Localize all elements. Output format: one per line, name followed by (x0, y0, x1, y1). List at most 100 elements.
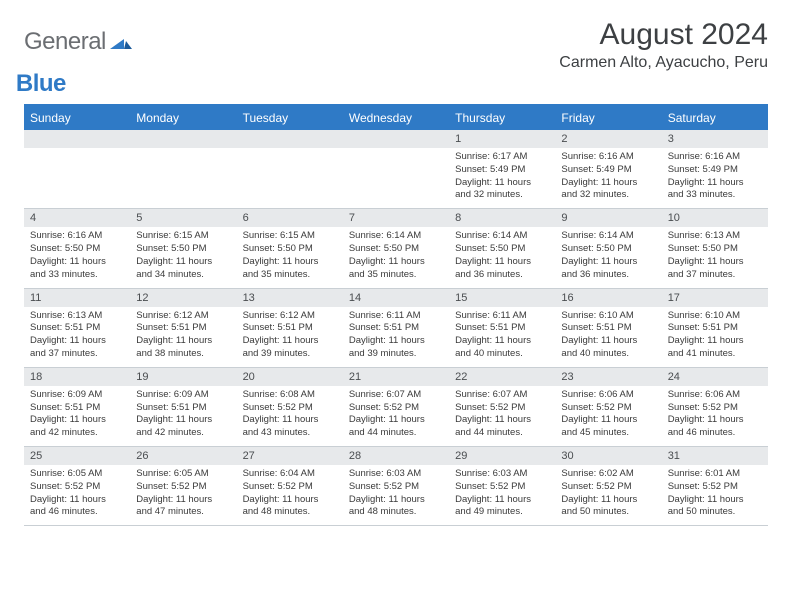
calendar-cell: 8Sunrise: 6:14 AMSunset: 5:50 PMDaylight… (449, 209, 555, 288)
day-info: Sunrise: 6:07 AMSunset: 5:52 PMDaylight:… (343, 386, 449, 446)
calendar-cell: 20Sunrise: 6:08 AMSunset: 5:52 PMDayligh… (237, 367, 343, 446)
logo-text-general: General (24, 28, 106, 56)
calendar-cell: 31Sunrise: 6:01 AMSunset: 5:52 PMDayligh… (662, 447, 768, 526)
day-info: Sunrise: 6:04 AMSunset: 5:52 PMDaylight:… (237, 465, 343, 525)
day-info: Sunrise: 6:16 AMSunset: 5:50 PMDaylight:… (24, 227, 130, 287)
month-title: August 2024 (559, 18, 768, 52)
day-info: Sunrise: 6:03 AMSunset: 5:52 PMDaylight:… (343, 465, 449, 525)
calendar-cell: 5Sunrise: 6:15 AMSunset: 5:50 PMDaylight… (130, 209, 236, 288)
day-info: Sunrise: 6:16 AMSunset: 5:49 PMDaylight:… (662, 148, 768, 208)
day-info: Sunrise: 6:14 AMSunset: 5:50 PMDaylight:… (449, 227, 555, 287)
day-info: Sunrise: 6:06 AMSunset: 5:52 PMDaylight:… (662, 386, 768, 446)
day-info: Sunrise: 6:09 AMSunset: 5:51 PMDaylight:… (24, 386, 130, 446)
calendar-cell: 28Sunrise: 6:03 AMSunset: 5:52 PMDayligh… (343, 447, 449, 526)
day-number: 31 (662, 447, 768, 465)
day-number: 4 (24, 209, 130, 227)
calendar-cell: 27Sunrise: 6:04 AMSunset: 5:52 PMDayligh… (237, 447, 343, 526)
day-info (24, 148, 130, 206)
day-number: 23 (555, 368, 661, 386)
day-number: 26 (130, 447, 236, 465)
weekday-header: Thursday (449, 105, 555, 130)
calendar-cell: 23Sunrise: 6:06 AMSunset: 5:52 PMDayligh… (555, 367, 661, 446)
day-number: 16 (555, 289, 661, 307)
day-number: 7 (343, 209, 449, 227)
day-info: Sunrise: 6:15 AMSunset: 5:50 PMDaylight:… (237, 227, 343, 287)
day-number: 11 (24, 289, 130, 307)
calendar-row: 4Sunrise: 6:16 AMSunset: 5:50 PMDaylight… (24, 209, 768, 288)
calendar-cell: 30Sunrise: 6:02 AMSunset: 5:52 PMDayligh… (555, 447, 661, 526)
day-info: Sunrise: 6:15 AMSunset: 5:50 PMDaylight:… (130, 227, 236, 287)
day-number: 20 (237, 368, 343, 386)
day-number: 5 (130, 209, 236, 227)
logo: General (24, 18, 134, 56)
weekday-header: Saturday (662, 105, 768, 130)
day-info: Sunrise: 6:06 AMSunset: 5:52 PMDaylight:… (555, 386, 661, 446)
calendar-cell: 2Sunrise: 6:16 AMSunset: 5:49 PMDaylight… (555, 130, 661, 209)
day-number (24, 130, 130, 148)
day-info: Sunrise: 6:07 AMSunset: 5:52 PMDaylight:… (449, 386, 555, 446)
day-info: Sunrise: 6:13 AMSunset: 5:50 PMDaylight:… (662, 227, 768, 287)
calendar-cell: 19Sunrise: 6:09 AMSunset: 5:51 PMDayligh… (130, 367, 236, 446)
day-number: 19 (130, 368, 236, 386)
day-number: 21 (343, 368, 449, 386)
calendar-cell: 11Sunrise: 6:13 AMSunset: 5:51 PMDayligh… (24, 288, 130, 367)
day-info: Sunrise: 6:02 AMSunset: 5:52 PMDaylight:… (555, 465, 661, 525)
day-info: Sunrise: 6:05 AMSunset: 5:52 PMDaylight:… (130, 465, 236, 525)
logo-text-blue: Blue (16, 70, 66, 98)
calendar-row: 1Sunrise: 6:17 AMSunset: 5:49 PMDaylight… (24, 130, 768, 209)
weekday-header: Friday (555, 105, 661, 130)
day-number: 8 (449, 209, 555, 227)
calendar-cell: 9Sunrise: 6:14 AMSunset: 5:50 PMDaylight… (555, 209, 661, 288)
day-number: 9 (555, 209, 661, 227)
day-number (130, 130, 236, 148)
day-number: 29 (449, 447, 555, 465)
day-number: 28 (343, 447, 449, 465)
day-info: Sunrise: 6:01 AMSunset: 5:52 PMDaylight:… (662, 465, 768, 525)
calendar-cell: 25Sunrise: 6:05 AMSunset: 5:52 PMDayligh… (24, 447, 130, 526)
calendar-cell: 4Sunrise: 6:16 AMSunset: 5:50 PMDaylight… (24, 209, 130, 288)
day-info: Sunrise: 6:12 AMSunset: 5:51 PMDaylight:… (130, 307, 236, 367)
day-number: 25 (24, 447, 130, 465)
calendar-cell (343, 130, 449, 209)
day-number (343, 130, 449, 148)
calendar-cell: 16Sunrise: 6:10 AMSunset: 5:51 PMDayligh… (555, 288, 661, 367)
day-number (237, 130, 343, 148)
day-info: Sunrise: 6:13 AMSunset: 5:51 PMDaylight:… (24, 307, 130, 367)
day-info: Sunrise: 6:09 AMSunset: 5:51 PMDaylight:… (130, 386, 236, 446)
calendar-cell: 15Sunrise: 6:11 AMSunset: 5:51 PMDayligh… (449, 288, 555, 367)
calendar-cell: 1Sunrise: 6:17 AMSunset: 5:49 PMDaylight… (449, 130, 555, 209)
calendar-cell: 24Sunrise: 6:06 AMSunset: 5:52 PMDayligh… (662, 367, 768, 446)
calendar-cell: 26Sunrise: 6:05 AMSunset: 5:52 PMDayligh… (130, 447, 236, 526)
calendar-cell: 3Sunrise: 6:16 AMSunset: 5:49 PMDaylight… (662, 130, 768, 209)
calendar-cell: 7Sunrise: 6:14 AMSunset: 5:50 PMDaylight… (343, 209, 449, 288)
calendar-table: Sunday Monday Tuesday Wednesday Thursday… (24, 104, 768, 526)
day-info: Sunrise: 6:14 AMSunset: 5:50 PMDaylight:… (343, 227, 449, 287)
weekday-header: Sunday (24, 105, 130, 130)
day-info: Sunrise: 6:03 AMSunset: 5:52 PMDaylight:… (449, 465, 555, 525)
calendar-cell (24, 130, 130, 209)
calendar-body: 1Sunrise: 6:17 AMSunset: 5:49 PMDaylight… (24, 130, 768, 526)
logo-mark-icon (110, 33, 132, 54)
day-info: Sunrise: 6:11 AMSunset: 5:51 PMDaylight:… (343, 307, 449, 367)
day-info: Sunrise: 6:14 AMSunset: 5:50 PMDaylight:… (555, 227, 661, 287)
day-number: 18 (24, 368, 130, 386)
calendar-cell: 22Sunrise: 6:07 AMSunset: 5:52 PMDayligh… (449, 367, 555, 446)
day-number: 27 (237, 447, 343, 465)
calendar-cell: 29Sunrise: 6:03 AMSunset: 5:52 PMDayligh… (449, 447, 555, 526)
calendar-row: 18Sunrise: 6:09 AMSunset: 5:51 PMDayligh… (24, 367, 768, 446)
calendar-cell: 12Sunrise: 6:12 AMSunset: 5:51 PMDayligh… (130, 288, 236, 367)
day-info (237, 148, 343, 206)
day-number: 30 (555, 447, 661, 465)
day-info (130, 148, 236, 206)
day-info: Sunrise: 6:11 AMSunset: 5:51 PMDaylight:… (449, 307, 555, 367)
weekday-header-row: Sunday Monday Tuesday Wednesday Thursday… (24, 105, 768, 130)
calendar-row: 11Sunrise: 6:13 AMSunset: 5:51 PMDayligh… (24, 288, 768, 367)
day-info: Sunrise: 6:16 AMSunset: 5:49 PMDaylight:… (555, 148, 661, 208)
calendar-cell: 21Sunrise: 6:07 AMSunset: 5:52 PMDayligh… (343, 367, 449, 446)
day-number: 13 (237, 289, 343, 307)
day-number: 10 (662, 209, 768, 227)
day-number: 15 (449, 289, 555, 307)
day-number: 6 (237, 209, 343, 227)
day-number: 12 (130, 289, 236, 307)
weekday-header: Monday (130, 105, 236, 130)
